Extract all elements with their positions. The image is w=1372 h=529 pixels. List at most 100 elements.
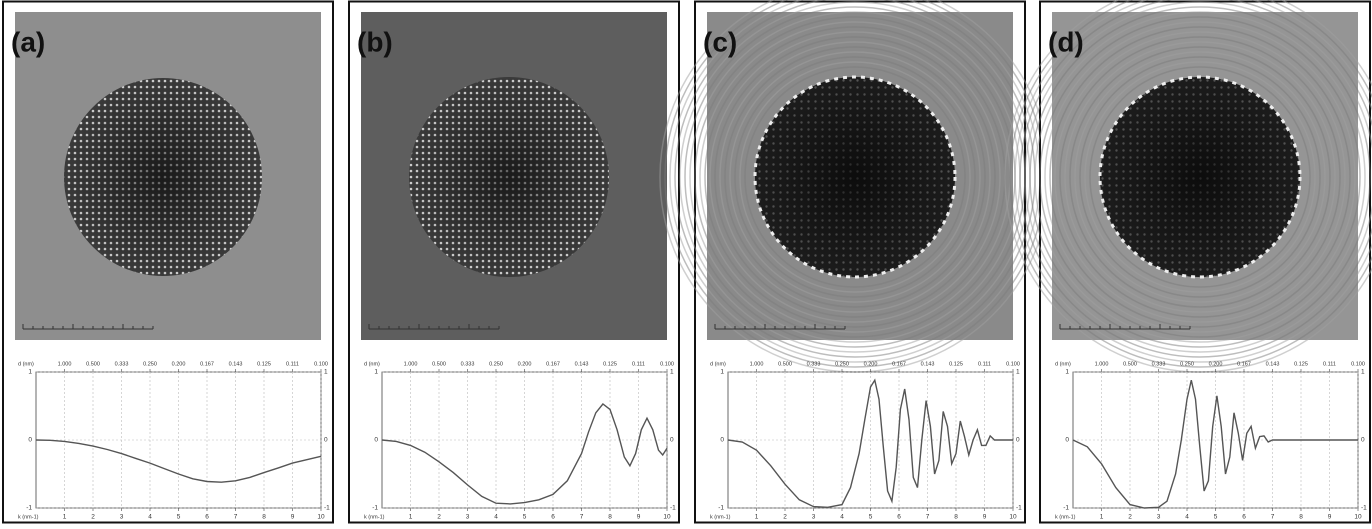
x2-tick-label: 0.111	[978, 361, 991, 367]
y-tick-label-right: 1	[670, 369, 674, 376]
x-tick-label: 1	[755, 514, 759, 521]
y-tick-label: -1	[26, 505, 32, 512]
fringe	[714, 36, 996, 318]
x-tick-label: 3	[120, 514, 124, 521]
fringe	[1059, 36, 1341, 318]
particle-edge	[753, 75, 957, 279]
x2-tick-label: 0.100	[660, 361, 674, 367]
y-tick-label-right: -1	[1361, 505, 1367, 512]
x-tick-label: 5	[177, 514, 181, 521]
x2-tick-label: 0.100	[314, 361, 328, 367]
fringe	[719, 41, 991, 313]
y-tick-label: 1	[28, 369, 32, 376]
y-tick-label: 0	[720, 437, 724, 444]
x-tick-label: 9	[637, 514, 641, 521]
x-tick-label: 8	[1299, 514, 1303, 521]
x-tick-label: 1	[409, 514, 413, 521]
x-tick-label: 7	[926, 514, 930, 521]
y-tick-label-right: -1	[1016, 505, 1022, 512]
x2-tick-label: 0.111	[632, 361, 645, 367]
fringe	[1044, 21, 1356, 333]
ctf-curve	[1072, 380, 1358, 509]
x2-tick-label: 0.125	[949, 361, 963, 367]
x-tick-label: 2	[437, 514, 441, 521]
x-tick-label: 2	[783, 514, 787, 521]
x-tick-label: 1	[1100, 514, 1104, 521]
fringe	[744, 66, 966, 288]
ctf-curve	[35, 439, 322, 483]
x2-tick-label: 0.143	[921, 361, 935, 367]
fringe	[1084, 61, 1316, 293]
x-tick-label: 4	[148, 514, 152, 521]
fringe	[1054, 31, 1346, 323]
x2-tick-label: 0.333	[1152, 361, 1166, 367]
ctf-curve	[727, 378, 1013, 509]
x-tick-label: 10	[1354, 514, 1362, 521]
fringe	[1034, 11, 1366, 343]
x-tick-label: 5	[523, 514, 527, 521]
x2-tick-label: 0.250	[835, 361, 849, 367]
x2-tick-label: 0.167	[892, 361, 906, 367]
panel: (d)1 2 3 4 5 6 7 8 9 101.000 0.500 0.333 0.250 0.200 0…	[1004, 0, 1372, 524]
particle-edge	[1098, 75, 1302, 279]
x2-tick-label: 0.111	[286, 361, 299, 367]
x2-tick-label: 0.100	[1351, 361, 1365, 367]
x-tick-label: 7	[1271, 514, 1275, 521]
y-tick-label-right: -1	[324, 505, 330, 512]
x-tick-label: 8	[608, 514, 612, 521]
x2-tick-label: 0.333	[115, 361, 129, 367]
x2-axis-label: d (nm)	[710, 361, 726, 367]
x-tick-label: 9	[1328, 514, 1332, 521]
y-tick-label-right: 1	[1016, 369, 1020, 376]
y-tick-label-right: 0	[1361, 437, 1365, 444]
ctf-curve	[381, 403, 668, 505]
y-tick-label: 1	[374, 369, 378, 376]
fringe	[734, 56, 976, 298]
x2-tick-label: 0.250	[1180, 361, 1194, 367]
x2-axis-label: d (nm)	[364, 361, 380, 367]
x2-tick-label: 0.200	[518, 361, 532, 367]
x2-tick-label: 0.125	[603, 361, 617, 367]
x2-tick-label: 1.000	[1095, 361, 1109, 367]
x2-tick-label: 0.500	[1123, 361, 1137, 367]
y-tick-label-right: -1	[670, 505, 676, 512]
x-axis-label: k (nm-1)	[364, 514, 385, 520]
panel: (a)1 2 3 4 5 6 7 8 9 101.000 0.500 0.333 0.250 0.200 0…	[2, 0, 334, 524]
fringe	[709, 31, 1001, 323]
particle-shade	[409, 77, 609, 277]
x-tick-label: 8	[954, 514, 958, 521]
fringe	[729, 51, 981, 303]
x2-tick-label: 0.500	[86, 361, 100, 367]
fringe	[1069, 46, 1331, 308]
x-axis-label: k (nm-1)	[18, 514, 39, 520]
x2-tick-label: 0.200	[1209, 361, 1223, 367]
fringe	[1024, 1, 1372, 353]
y-tick-label: -1	[1063, 505, 1069, 512]
x2-tick-label: 0.333	[807, 361, 821, 367]
fringe	[724, 46, 986, 308]
x-tick-label: 6	[551, 514, 555, 521]
x-tick-label: 9	[983, 514, 987, 521]
x2-tick-label: 0.500	[778, 361, 792, 367]
x-tick-label: 8	[262, 514, 266, 521]
x2-tick-label: 0.500	[432, 361, 446, 367]
fringe	[1014, 0, 1372, 363]
x-axis-label: k (nm-1)	[1055, 514, 1076, 520]
fringe	[1049, 26, 1351, 328]
x-tick-label: 2	[91, 514, 95, 521]
y-tick-label: -1	[718, 505, 724, 512]
x-tick-label: 4	[1185, 514, 1189, 521]
x2-tick-label: 0.333	[461, 361, 475, 367]
x2-axis-label: d (nm)	[18, 361, 34, 367]
x2-tick-label: 0.250	[489, 361, 503, 367]
x2-axis-label: d (nm)	[1055, 361, 1071, 367]
x-tick-label: 7	[580, 514, 584, 521]
x-tick-label: 10	[317, 514, 325, 521]
x-tick-label: 4	[840, 514, 844, 521]
panel: (c)1 2 3 4 5 6 7 8 9 101.000 0.500 0.333 0.250 0.200 0…	[659, 0, 1051, 524]
panel: (b)1 2 3 4 5 6 7 8 9 101.000 0.500 0.333 0.250 0.200 0…	[348, 0, 680, 524]
x2-tick-label: 0.250	[143, 361, 157, 367]
y-tick-label-right: 1	[324, 369, 328, 376]
y-tick-label-right: 0	[324, 437, 328, 444]
